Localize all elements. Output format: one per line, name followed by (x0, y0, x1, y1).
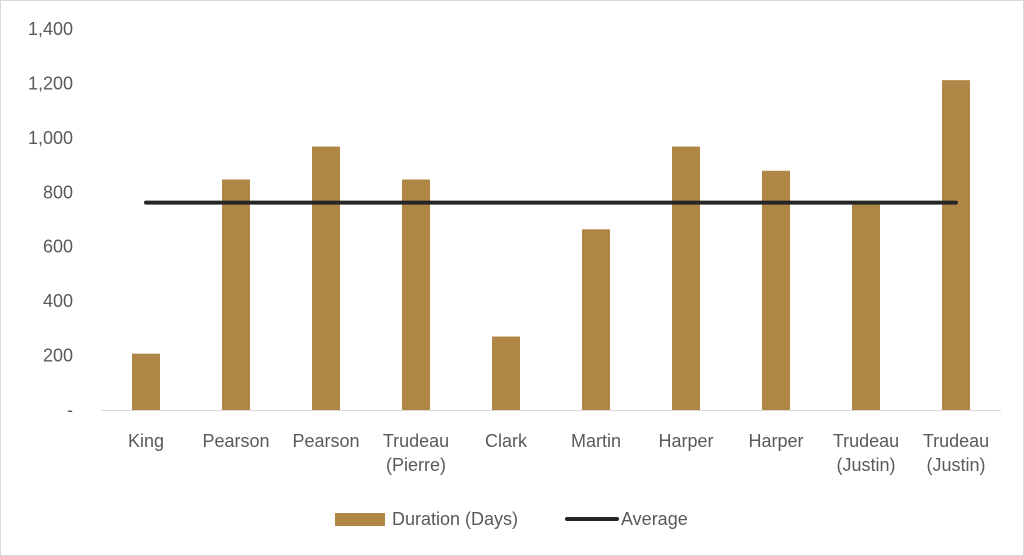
x-category-label-line: (Pierre) (386, 455, 446, 475)
x-category-label: Pearson (292, 431, 359, 451)
x-category-label: Pearson (202, 431, 269, 451)
bar (222, 179, 250, 410)
x-category-label-line: (Justin) (836, 455, 895, 475)
x-category-label: King (128, 431, 164, 451)
y-tick-label: 1,200 (28, 73, 73, 93)
x-category-label-line: Clark (485, 431, 528, 451)
x-category-label: Clark (485, 431, 528, 451)
legend: Duration (Days) Average (335, 509, 688, 529)
x-category-label-line: King (128, 431, 164, 451)
y-tick-label: 1,000 (28, 128, 73, 148)
x-category-label: Trudeau (Justin) (833, 431, 899, 475)
x-category-label: Martin (571, 431, 621, 451)
y-tick-label: 800 (43, 182, 73, 202)
bar (492, 336, 520, 410)
bar (852, 203, 880, 410)
x-category-label-line: Trudeau (923, 431, 989, 451)
bar (132, 353, 160, 410)
x-category-label-line: Harper (658, 431, 713, 451)
x-category-label-line: (Justin) (926, 455, 985, 475)
x-category-label: Harper (658, 431, 713, 451)
x-category-label-line: Martin (571, 431, 621, 451)
y-tick-label: 400 (43, 291, 73, 311)
x-category-label-line: Trudeau (383, 431, 449, 451)
x-category-label: Harper (748, 431, 803, 451)
bars-group (132, 80, 970, 411)
x-category-label-line: Pearson (202, 431, 269, 451)
legend-label-bars: Duration (Days) (392, 509, 518, 529)
bar (402, 179, 430, 410)
y-tick-label: 200 (43, 346, 73, 366)
legend-swatch-bars (335, 513, 385, 526)
bar (762, 170, 790, 410)
x-category-label: Trudeau (Pierre) (383, 431, 449, 475)
x-category-label-line: Harper (748, 431, 803, 451)
y-tick-label: 600 (43, 237, 73, 257)
bar (582, 229, 610, 410)
x-category-label-line: Pearson (292, 431, 359, 451)
y-tick-label: - (67, 400, 73, 420)
x-category-label-line: Trudeau (833, 431, 899, 451)
x-category-label: Trudeau (Justin) (923, 431, 989, 475)
bar (672, 146, 700, 410)
bar (942, 80, 970, 411)
legend-label-line: Average (621, 509, 688, 529)
y-tick-label: 1,400 (28, 19, 73, 39)
x-axis-labels: King Pearson Pearson Trudeau (Pierre) Clark Ma… (128, 431, 989, 475)
bar (312, 146, 340, 410)
y-axis-labels: - 200 400 600 800 1,000 1,200 1,400 (28, 19, 73, 420)
